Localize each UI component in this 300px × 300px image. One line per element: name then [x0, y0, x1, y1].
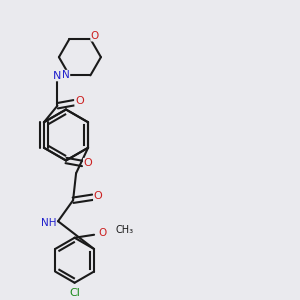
Text: O: O [98, 228, 106, 238]
Text: NH: NH [41, 218, 56, 228]
Text: O: O [75, 96, 84, 106]
Text: N: N [53, 71, 61, 81]
Text: O: O [83, 158, 92, 169]
Text: N: N [62, 70, 70, 80]
Text: CH₃: CH₃ [115, 225, 133, 235]
Text: Cl: Cl [69, 288, 80, 298]
Text: O: O [94, 191, 102, 201]
Text: O: O [91, 31, 99, 41]
